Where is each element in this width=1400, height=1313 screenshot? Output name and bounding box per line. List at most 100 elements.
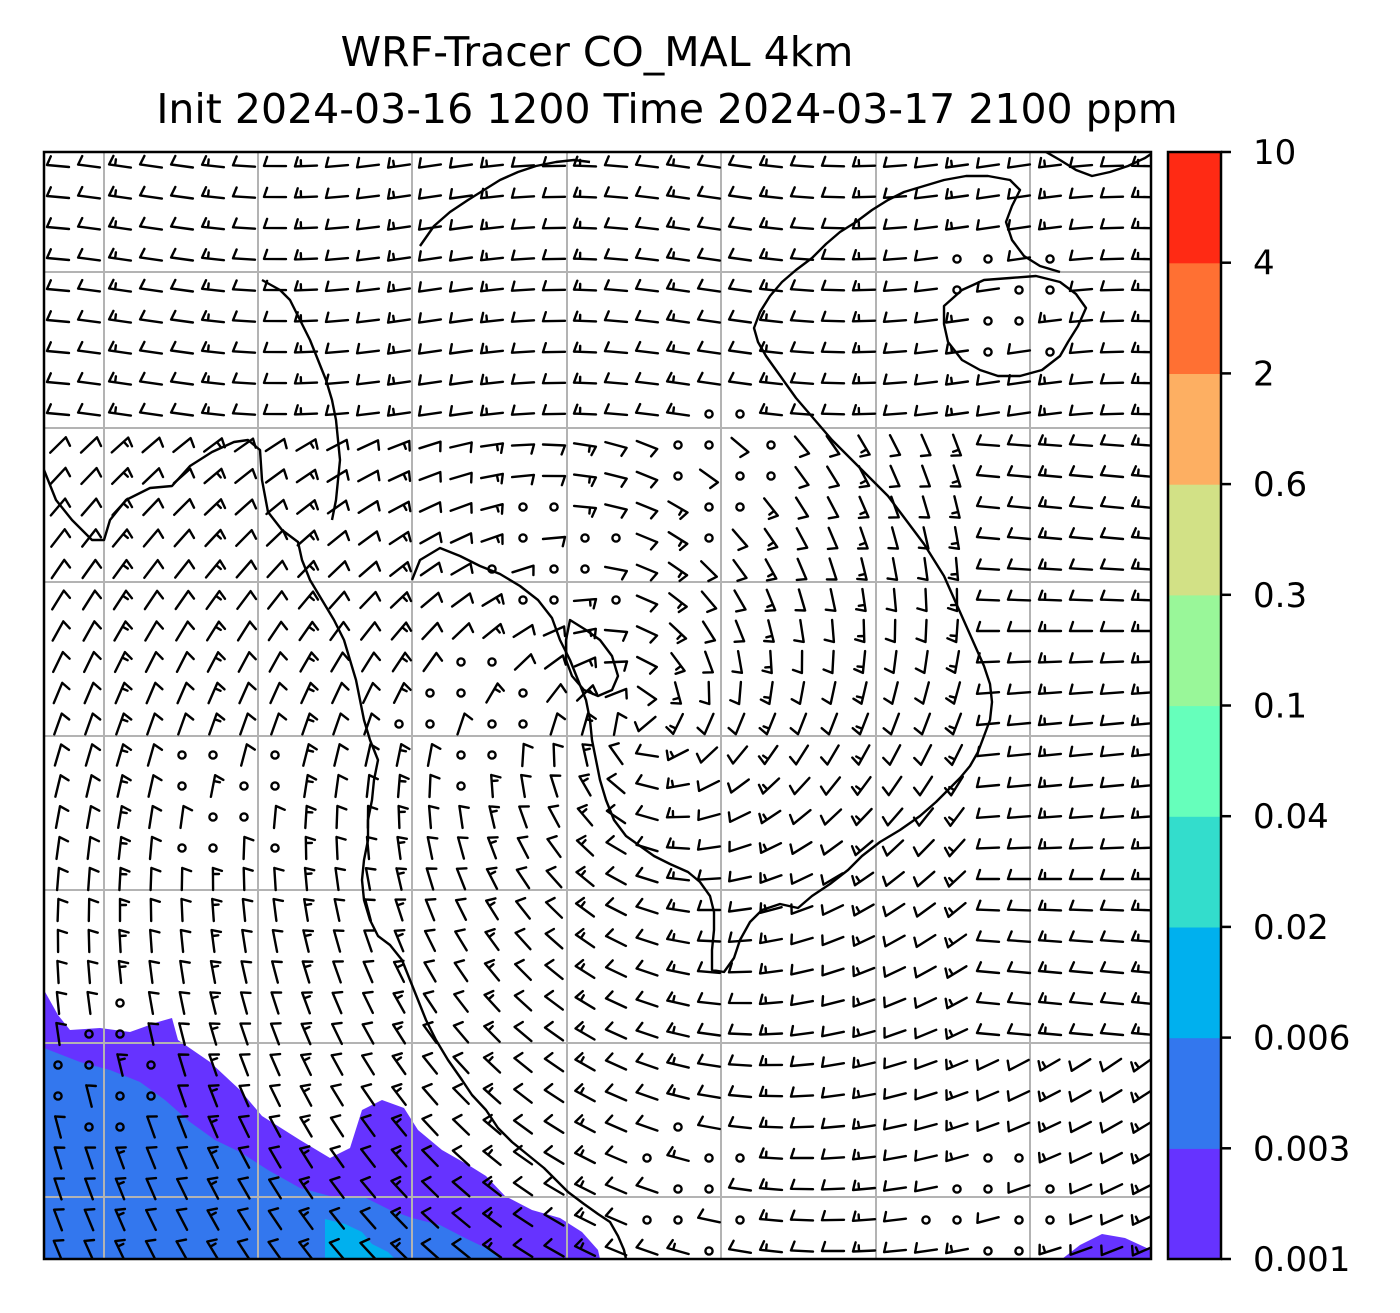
wind-barb	[262, 155, 288, 168]
wind-barb	[169, 402, 195, 417]
wind-barb	[789, 1178, 815, 1191]
wind-barb	[574, 1052, 596, 1072]
wind-barb	[359, 1175, 377, 1199]
wind-barb	[543, 1207, 565, 1227]
wind-barb	[1006, 343, 1032, 355]
wind-barb	[107, 216, 133, 231]
wind-barb	[882, 1241, 908, 1254]
wind-barb	[727, 216, 753, 231]
wind-barb	[727, 811, 752, 823]
wind-barb	[513, 1020, 533, 1043]
wind-barb	[1099, 1023, 1125, 1037]
wind-barb	[851, 903, 875, 917]
wind-barb	[913, 218, 939, 231]
wind-barb	[1006, 188, 1032, 200]
wind-barb	[789, 1024, 815, 1037]
wind-barb	[303, 773, 318, 799]
wind-barb	[107, 402, 133, 417]
wind-barb	[169, 154, 195, 169]
wind-barb	[821, 934, 845, 947]
wind-barb	[236, 1238, 251, 1259]
wind-barb	[331, 1021, 343, 1046]
wind-barb	[355, 187, 381, 200]
wind-barb	[512, 1206, 534, 1228]
wind-barb	[485, 682, 505, 704]
wind-barb	[107, 371, 133, 386]
wind-barb	[727, 154, 753, 169]
wind-barb	[389, 1237, 409, 1259]
wind-barb	[882, 902, 906, 918]
wind-barb	[788, 808, 812, 826]
wind-barb	[666, 960, 690, 976]
wind-barb	[726, 745, 749, 765]
wind-barb	[666, 991, 690, 1007]
wind-barb	[635, 835, 659, 853]
wind-barb	[334, 773, 349, 799]
wind-barb	[789, 841, 813, 855]
wind-barb	[944, 157, 970, 169]
calm-marker	[1045, 285, 1055, 295]
wind-barb	[81, 589, 103, 611]
wind-barb	[107, 185, 133, 200]
colorbar: 0.001 0.003 0.006 0.02 0.04 0.1 0.3 0.6 2 4 10	[1166, 133, 1350, 1280]
wind-barb	[793, 435, 811, 459]
wind-barb	[696, 340, 722, 355]
wind-barb	[328, 1237, 346, 1259]
wind-barb	[826, 526, 839, 551]
wind-barb	[1006, 652, 1032, 664]
wind-barb	[665, 712, 684, 736]
wind-barb	[541, 535, 567, 548]
wind-barb	[298, 1176, 314, 1200]
wind-barb	[388, 500, 412, 514]
wind-barb	[727, 1085, 753, 1099]
wind-barb	[543, 1113, 565, 1134]
wind-barb	[486, 836, 499, 860]
wind-barb	[821, 1025, 845, 1038]
wind-barb	[271, 929, 284, 953]
wind-barb	[82, 620, 102, 642]
wind-barb	[975, 961, 1001, 975]
wind-barb	[118, 897, 131, 923]
wind-barb	[177, 712, 195, 736]
wind-barb	[634, 371, 660, 386]
wind-barb	[84, 1146, 97, 1170]
wind-barb	[490, 773, 502, 799]
wind-barb	[541, 249, 567, 261]
wind-barb	[1037, 465, 1063, 479]
wind-barb	[138, 402, 164, 417]
wind-barb	[116, 1053, 129, 1077]
wind-barb	[146, 1115, 158, 1139]
calm-marker	[84, 1060, 94, 1070]
wind-barb	[451, 1113, 471, 1136]
wind-barb	[944, 933, 968, 949]
wind-barb	[727, 992, 753, 1005]
wind-barb	[790, 994, 814, 1007]
wind-barb	[1068, 218, 1094, 231]
wind-barb	[572, 372, 598, 385]
calm-marker	[735, 1215, 745, 1225]
wind-barb	[207, 1145, 219, 1170]
wind-barb	[790, 903, 814, 915]
tracer-area-high	[325, 1219, 395, 1259]
wind-barb	[696, 309, 722, 324]
wind-barb	[510, 311, 536, 323]
wind-barb	[730, 436, 750, 459]
wind-barb	[355, 311, 381, 324]
wind-barb	[789, 155, 815, 168]
wind-barb	[363, 712, 381, 736]
wind-barb	[1069, 1244, 1093, 1256]
wind-barb	[943, 807, 965, 827]
wind-barb	[510, 156, 536, 168]
wind-barb	[169, 340, 195, 355]
wind-barb	[572, 403, 598, 416]
wind-barb	[1068, 807, 1094, 819]
wind-barb	[883, 1149, 907, 1162]
wind-barb	[944, 374, 970, 386]
wind-barb	[758, 1085, 784, 1098]
wind-barb	[485, 897, 499, 921]
wind-barb	[456, 712, 474, 736]
colorbar-tick-label: 0.3	[1253, 576, 1307, 616]
wind-barb	[855, 587, 867, 613]
wind-barb	[176, 1176, 188, 1201]
wind-barb	[239, 1022, 252, 1046]
